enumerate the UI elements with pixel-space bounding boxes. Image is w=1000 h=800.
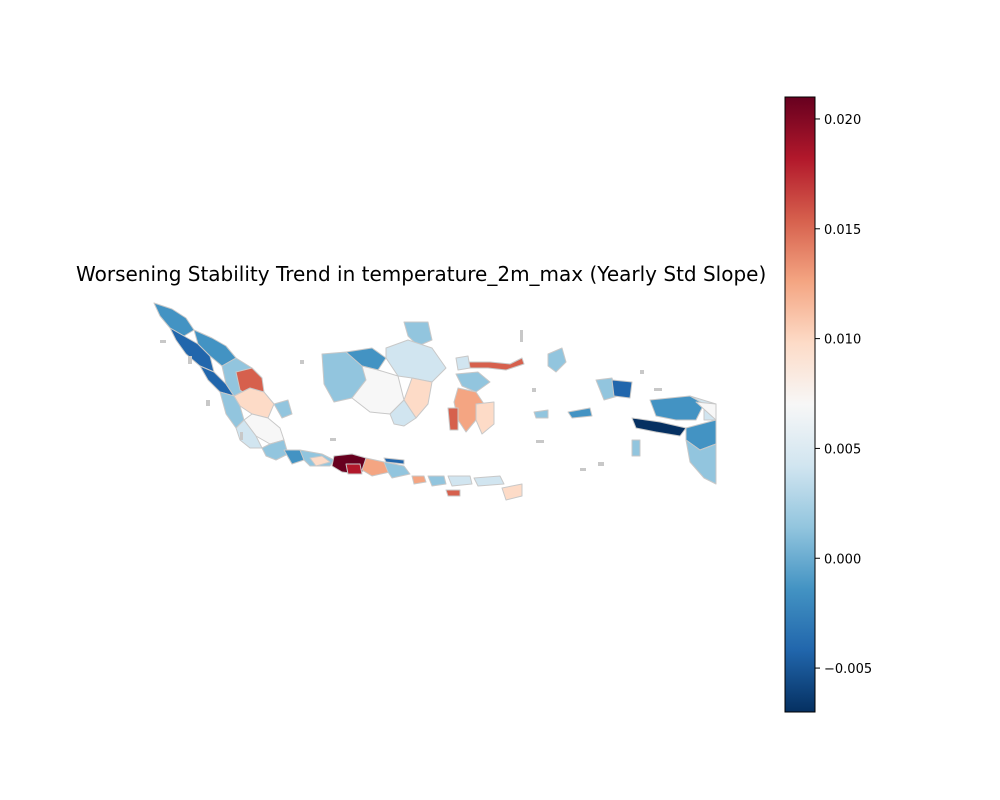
java-island: [283, 449, 411, 479]
region-central-sulawesi: [455, 371, 491, 393]
region-madura: [383, 457, 405, 465]
colorbar-tick-label: 0.010: [824, 333, 861, 348]
colorbar: 0.020 0.015 0.010 0.005 0.000 −0.005: [784, 96, 872, 713]
region-gorontalo: [455, 355, 471, 371]
lesser-sunda-islands: [411, 475, 523, 501]
region-seram: [533, 409, 549, 419]
region-lombok: [427, 475, 447, 487]
colorbar-tick-label: 0.005: [824, 442, 861, 457]
colorbar-tick-label: 0.000: [824, 552, 861, 567]
region-south-sulawesi-tip: [447, 407, 459, 431]
no-data-islands: [160, 330, 662, 471]
region-sumbawa: [447, 475, 473, 487]
region-flores: [473, 475, 505, 487]
region-south-east-sulawesi: [475, 401, 495, 435]
region-east-java-west: [361, 457, 391, 477]
colorbar-tick-label: −0.005: [824, 662, 872, 677]
region-yogyakarta: [345, 463, 363, 475]
region-east-java: [383, 461, 411, 479]
region-north-maluku: [547, 347, 567, 373]
region-jambi: [233, 387, 275, 419]
map-title: Worsening Stability Trend in temperature…: [76, 262, 766, 286]
region-east-kalimantan-coast: [403, 377, 433, 419]
papua-island: [611, 379, 717, 485]
maluku-islands: [533, 347, 641, 457]
region-papua-east: [685, 439, 717, 485]
region-kalimantan-north: [403, 321, 433, 347]
sumatra-island: [153, 302, 293, 461]
region-aru: [631, 439, 641, 457]
region-central-kalimantan-north: [345, 347, 387, 371]
region-papua-west: [631, 417, 687, 437]
region-sumba: [445, 489, 461, 497]
kalimantan-island: [321, 321, 447, 427]
region-west-java-south: [309, 455, 331, 467]
colorbar-tick-label: 0.015: [824, 223, 861, 238]
region-timor: [501, 483, 523, 501]
sulawesi-island: [447, 355, 525, 435]
region-aceh: [153, 302, 195, 337]
colorbar-gradient: [784, 96, 816, 713]
region-bali: [411, 475, 427, 485]
region-bangka: [273, 399, 293, 419]
colorbar-tick-label: 0.020: [824, 113, 861, 128]
region-papua-north-coast: [695, 401, 717, 421]
region-south-sumatra: [243, 413, 285, 445]
region-west-papua-north: [611, 379, 633, 399]
region-sulawesi-south: [453, 387, 485, 433]
region-sulawesi-north: [463, 357, 525, 371]
region-maluku: [567, 407, 593, 419]
colorbar-ticks: 0.020 0.015 0.010 0.005 0.000 −0.005: [815, 113, 872, 677]
indonesia-map: [153, 302, 717, 501]
region-south-kalimantan: [389, 399, 417, 427]
